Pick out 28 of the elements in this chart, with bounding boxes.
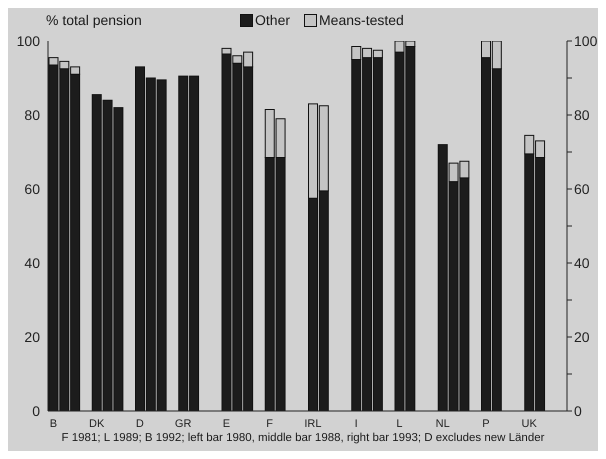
legend-label: Other: [254, 12, 290, 28]
y2-tick-label: 60: [574, 180, 590, 197]
x-tick-label: IRL: [304, 418, 322, 430]
y2-tick-label: 20: [574, 328, 590, 345]
legend-label: Means-tested: [318, 12, 404, 28]
x-tick-label: E: [222, 418, 230, 430]
y-tick-label: 80: [24, 106, 40, 123]
x-tick-label: D: [136, 418, 144, 430]
text: F 1981; L 1989; B 1992; left bar 1980, middle bar 1988, right bar 1993; D excludes new Länder: [60, 432, 546, 444]
x-tick-label: NL: [436, 418, 450, 430]
y2-tick-label: 80: [574, 106, 590, 123]
x-tick-label: L: [396, 418, 402, 430]
x-tick-label: DK: [89, 418, 105, 430]
y-tick-label: 20: [24, 328, 40, 345]
x-tick-label: GR: [174, 418, 192, 430]
y-tick-label: 60: [24, 180, 40, 197]
y-tick-label: 0: [32, 402, 40, 419]
y2-tick-label: 0: [574, 402, 582, 419]
y-tick-label: 40: [24, 254, 40, 271]
x-tick-label: B: [50, 418, 58, 430]
y-axis-title: % total pension: [46, 12, 142, 28]
x-tick-label: UK: [522, 418, 538, 430]
y2-tick-label: 40: [574, 254, 590, 271]
x-tick-label: P: [482, 418, 490, 430]
x-tick-label: I: [354, 418, 358, 430]
x-tick-label: F: [266, 418, 274, 430]
y-tick-label: 100: [16, 32, 40, 49]
y2-tick-label: 100: [574, 32, 598, 49]
